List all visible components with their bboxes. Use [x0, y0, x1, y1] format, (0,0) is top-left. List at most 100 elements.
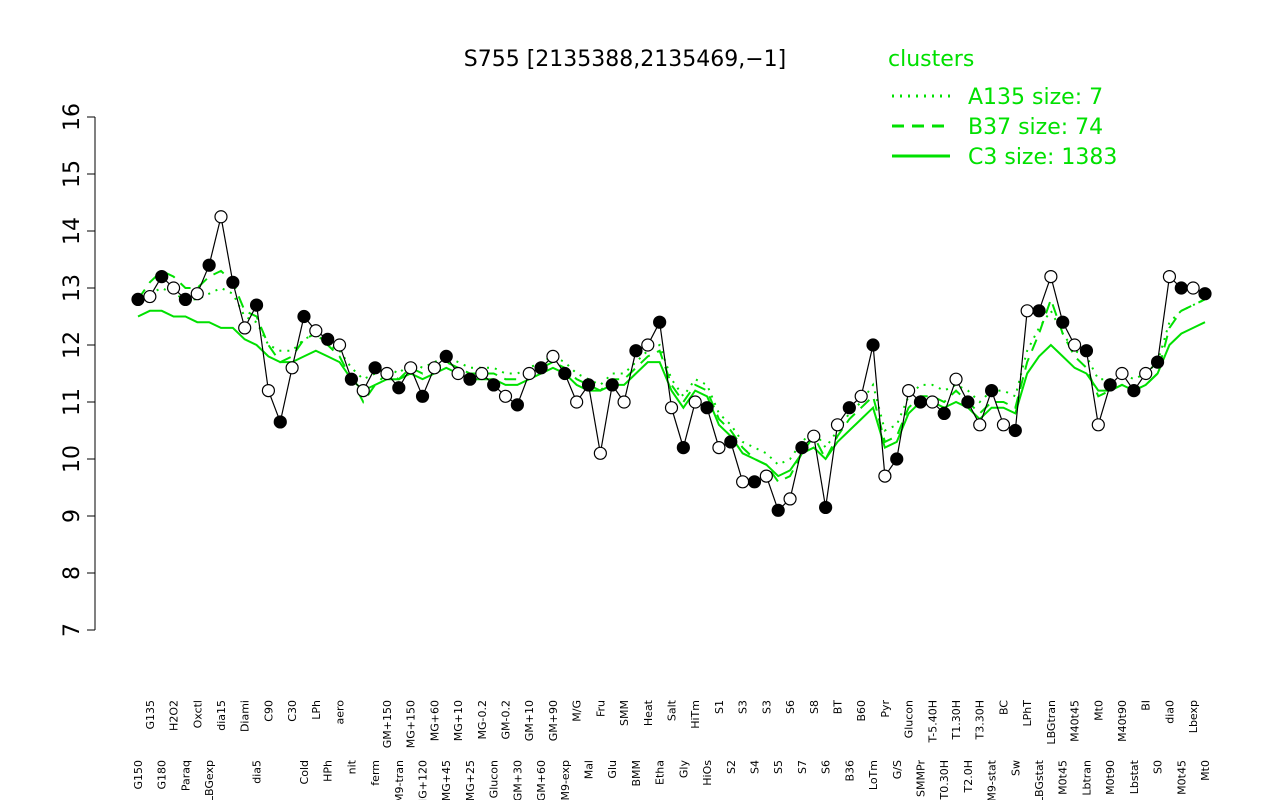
data-point — [487, 378, 501, 392]
x-tick-label: M0t45 — [1175, 760, 1188, 795]
x-tick-label: Pyr — [879, 700, 892, 718]
x-tick-label: G/S — [891, 760, 904, 779]
x-tick-label: M9-tran — [393, 760, 406, 800]
x-tick-label: dia0 — [1163, 700, 1176, 724]
x-tick-label: MG-0.2 — [476, 700, 489, 739]
data-point — [819, 500, 833, 515]
data-point — [1174, 281, 1188, 295]
x-tick-label: HiOs — [701, 760, 714, 786]
x-tick-label: MG+45 — [440, 760, 453, 800]
cluster-line — [137, 286, 1206, 466]
data-point — [249, 298, 264, 312]
x-tick-label: BT — [831, 700, 844, 715]
x-tick-label: Diami — [239, 700, 252, 732]
data-point — [890, 452, 904, 466]
data-point — [1091, 418, 1105, 432]
data-point — [463, 372, 477, 386]
x-tick-label: M0t45 — [1057, 760, 1070, 795]
data-point — [143, 289, 157, 304]
x-tick-label: MG+120 — [417, 760, 430, 800]
x-tick-label: S6 — [784, 700, 797, 714]
data-point — [238, 321, 252, 335]
data-point — [795, 441, 809, 455]
cluster-line — [137, 309, 1206, 478]
data-point — [664, 401, 679, 415]
x-tick-label: G150 — [132, 760, 145, 790]
data-point — [807, 429, 821, 443]
data-point — [404, 361, 418, 375]
x-tick-label: GM+30 — [511, 760, 524, 800]
cluster-line — [137, 269, 1206, 484]
x-tick-label: HiTm — [689, 700, 702, 729]
x-tick-label: nit — [345, 759, 358, 774]
data-point — [700, 401, 714, 415]
data-point — [131, 292, 145, 306]
data-point — [771, 503, 785, 517]
data-point — [475, 366, 489, 381]
x-tick-label: Glucon — [903, 700, 916, 738]
x-tick-label: T-5.40H — [926, 700, 939, 743]
data-point — [913, 395, 928, 409]
x-tick-label: Mal — [583, 760, 596, 779]
x-tick-label: aero — [334, 700, 347, 725]
x-tick-label: B36 — [843, 760, 856, 782]
data-point — [166, 281, 181, 295]
x-tick-label: T0.30H — [938, 760, 951, 800]
legend-label: A135 size: 7 — [968, 85, 1103, 110]
y-tick-label: 14 — [60, 217, 85, 245]
data-point — [653, 315, 667, 329]
x-tick-label: LPhT — [1021, 700, 1034, 727]
data-point — [546, 349, 560, 363]
data-point — [1103, 378, 1117, 392]
gene-line — [137, 216, 1206, 512]
x-tick-label: Glu — [606, 760, 619, 779]
data-point — [961, 395, 975, 409]
data-point — [321, 332, 335, 346]
x-tick-label: Fru — [594, 700, 607, 717]
legend-label: B37 size: 74 — [968, 115, 1103, 140]
x-tick-label: BC — [997, 700, 1010, 715]
x-tick-label: BI — [1140, 700, 1153, 711]
x-tick-label: MG+25 — [464, 760, 477, 800]
x-tick-label: Gly — [677, 760, 690, 779]
data-point — [178, 292, 193, 306]
data-point — [1008, 423, 1022, 438]
data-point — [202, 258, 216, 272]
x-tick-label: GM+60 — [535, 760, 548, 800]
data-point — [605, 378, 619, 392]
x-tick-label: GM-0.2 — [500, 700, 513, 739]
y-tick-label: 9 — [60, 509, 85, 523]
x-tick-label: S2 — [725, 760, 738, 774]
x-tick-label: M9-exp — [559, 760, 572, 800]
x-tick-label: M9-stat — [986, 759, 999, 800]
data-point — [1067, 338, 1082, 352]
x-tick-label: Lbtran — [1080, 760, 1093, 796]
x-tick-label: LPh — [310, 700, 323, 720]
x-tick-label: Oxctl — [191, 700, 204, 728]
x-tick-label: SMMPr — [914, 760, 927, 797]
x-tick-label: T1.30H — [950, 700, 963, 740]
data-point — [1162, 270, 1177, 284]
x-tick-label: GM+90 — [547, 700, 560, 741]
data-point — [309, 324, 323, 338]
data-point — [629, 344, 643, 358]
data-point — [1127, 384, 1141, 398]
data-point — [736, 475, 750, 489]
x-tick-label: T3.30H — [974, 700, 987, 740]
x-tick-label: LBGexp — [203, 760, 216, 800]
data-point — [688, 395, 702, 409]
data-point — [617, 395, 631, 409]
data-point — [522, 366, 536, 381]
x-tick-label: S3 — [737, 700, 750, 714]
data-point — [1056, 315, 1070, 329]
data-point — [226, 275, 240, 289]
data-point — [570, 395, 584, 409]
data-point — [830, 418, 845, 432]
data-point — [866, 338, 880, 352]
x-tick-label: C30 — [286, 700, 299, 722]
x-tick-label: Salt — [666, 699, 679, 721]
legend-label: C3 size: 1383 — [968, 145, 1117, 170]
y-tick-label: 16 — [60, 103, 85, 131]
x-tick-label: S6 — [820, 760, 833, 774]
